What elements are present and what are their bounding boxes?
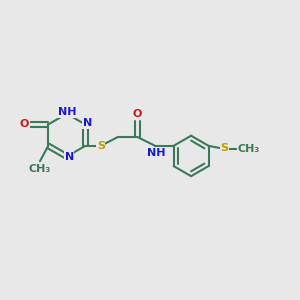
- Text: NH: NH: [147, 148, 165, 158]
- Text: N: N: [83, 118, 92, 128]
- Text: S: S: [97, 141, 105, 152]
- Text: O: O: [20, 119, 29, 129]
- Text: NH: NH: [58, 107, 76, 117]
- Text: O: O: [133, 109, 142, 119]
- Text: CH₃: CH₃: [238, 144, 260, 154]
- Text: S: S: [220, 143, 229, 153]
- Text: N: N: [64, 152, 74, 162]
- Text: CH₃: CH₃: [28, 164, 50, 174]
